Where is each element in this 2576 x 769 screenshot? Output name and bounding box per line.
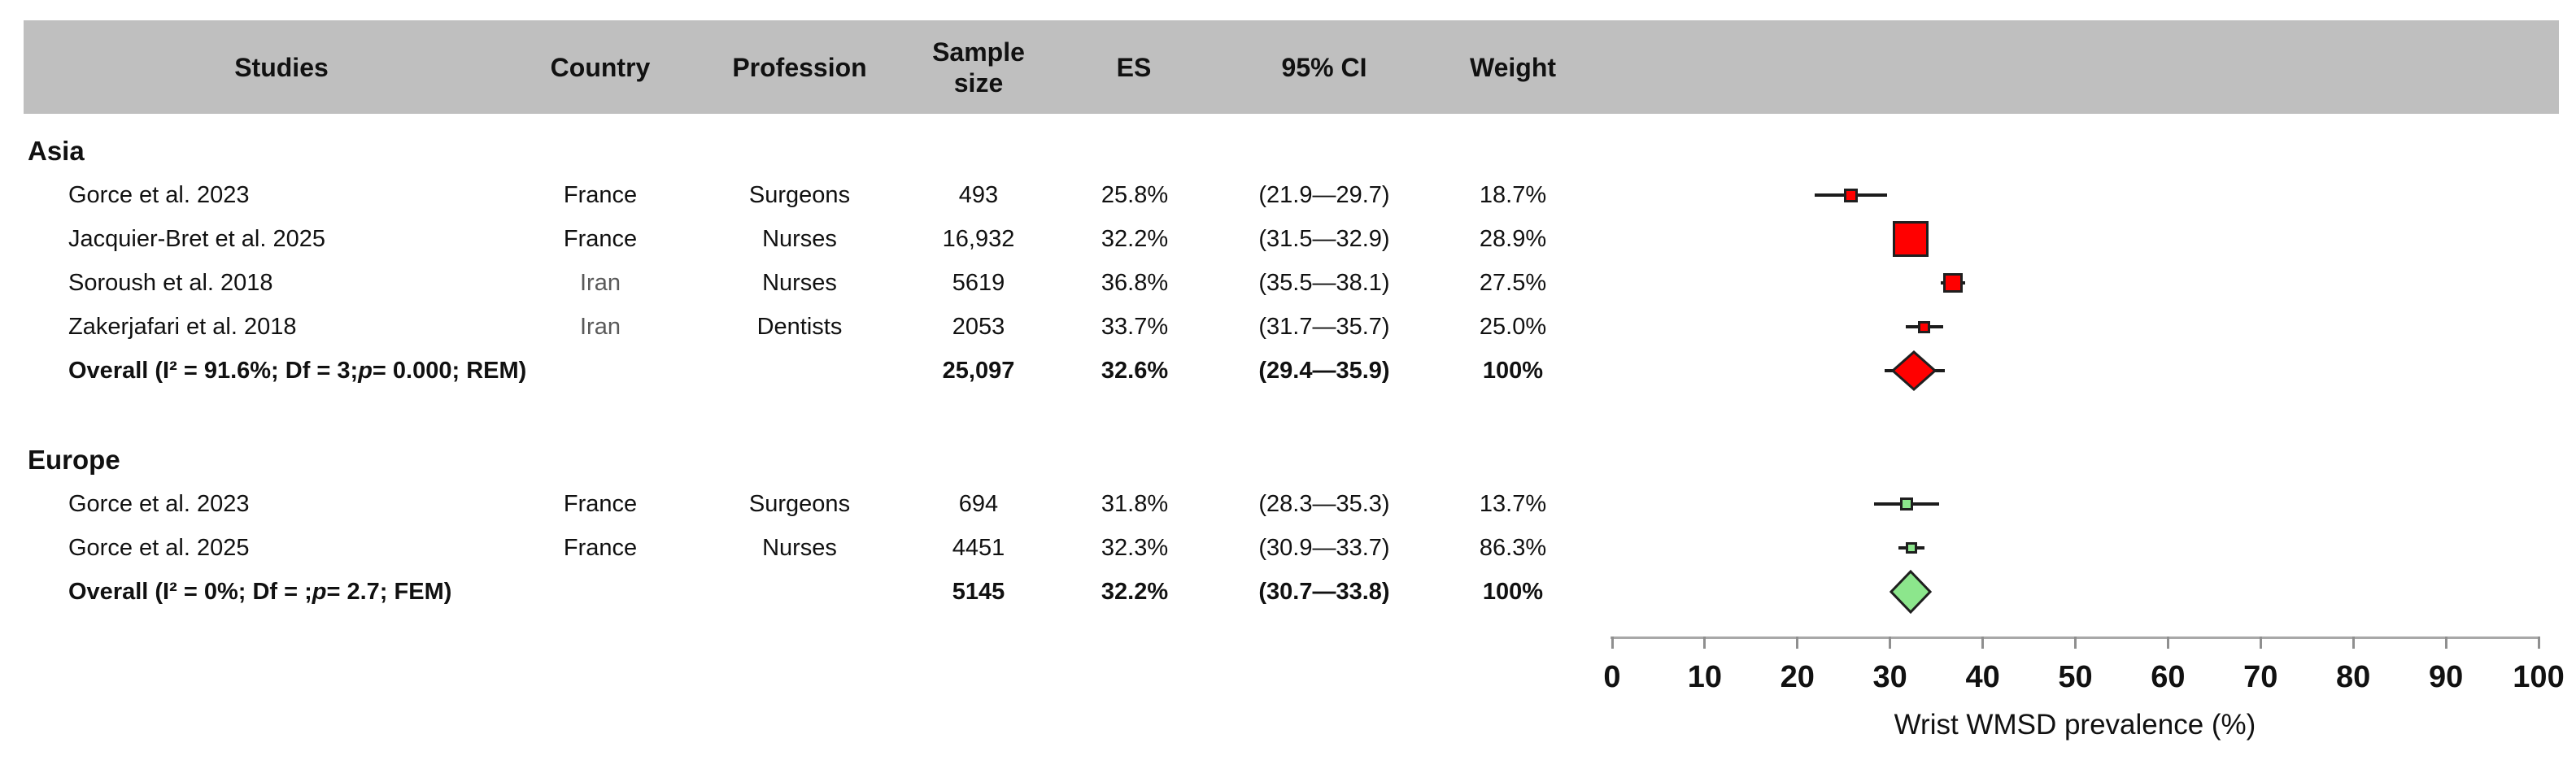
study-ci: (31.7—35.7) — [1258, 313, 1390, 340]
study-es: 32.3% — [1101, 534, 1169, 561]
study-ci: (30.9—33.7) — [1258, 534, 1390, 561]
overall-weight: 100% — [1482, 578, 1544, 605]
overall-diamond — [1889, 569, 1932, 618]
study-weight: 13.7% — [1479, 490, 1547, 517]
study-profession: Nurses — [762, 534, 837, 561]
axis-tick — [2259, 636, 2262, 649]
section-header: Asia — [28, 136, 85, 166]
effect-marker — [1905, 542, 1917, 554]
column-header-country: Country — [550, 52, 651, 82]
study-name: Jacquier-Bret et al. 2025 — [68, 225, 325, 252]
effect-marker — [1844, 188, 1859, 202]
column-header-weight: Weight — [1469, 52, 1557, 82]
study-name: Gorce et al. 2023 — [68, 490, 250, 517]
study-weight: 28.9% — [1479, 225, 1547, 252]
effect-marker — [1918, 320, 1931, 333]
column-header-ci: 95% CI — [1281, 52, 1367, 82]
axis-tick-label: 70 — [2243, 660, 2278, 694]
study-ci: (31.5—32.9) — [1258, 225, 1390, 252]
overall-diamond — [1891, 350, 1937, 395]
axis-tick — [2166, 636, 2169, 649]
effect-marker — [1900, 497, 1914, 510]
study-sample-size: 4451 — [952, 534, 1005, 561]
study-es: 33.7% — [1101, 313, 1169, 340]
axis-tick-label: 0 — [1603, 660, 1621, 694]
study-weight: 25.0% — [1479, 313, 1547, 340]
study-profession: Surgeons — [748, 490, 851, 517]
study-profession: Nurses — [762, 269, 837, 296]
study-sample-size: 16,932 — [942, 225, 1015, 252]
axis-tick — [1611, 636, 1614, 649]
axis-tick-label: 30 — [1872, 660, 1907, 694]
axis-tick — [1796, 636, 1799, 649]
study-name: Gorce et al. 2025 — [68, 534, 250, 561]
axis-tick — [2444, 636, 2447, 649]
study-ci: (21.9—29.7) — [1258, 181, 1390, 208]
effect-marker — [1943, 273, 1964, 293]
study-es: 32.2% — [1101, 225, 1169, 252]
axis-tick-label: 80 — [2336, 660, 2371, 694]
study-weight: 18.7% — [1479, 181, 1547, 208]
study-profession: Nurses — [762, 225, 837, 252]
study-ci: (28.3—35.3) — [1258, 490, 1390, 517]
overall-weight: 100% — [1482, 357, 1544, 384]
axis-tick-label: 100 — [2513, 660, 2565, 694]
axis-tick — [1889, 636, 1892, 649]
column-header-studies: Studies — [234, 52, 329, 82]
effect-marker — [1892, 221, 1929, 257]
axis-tick-label: 90 — [2428, 660, 2464, 694]
overall-sample-size: 25,097 — [942, 357, 1015, 384]
overall-sample-size: 5145 — [952, 578, 1005, 605]
study-es: 25.8% — [1101, 181, 1169, 208]
axis-tick-label: 60 — [2151, 660, 2186, 694]
study-weight: 86.3% — [1479, 534, 1547, 561]
overall-label: Overall (I² = 91.6%; Df = 3; p = 0.000; … — [68, 357, 527, 384]
axis-tick — [1981, 636, 1985, 649]
axis-tick — [2352, 636, 2355, 649]
section-header: Europe — [28, 445, 120, 475]
study-country: Iran — [580, 313, 621, 340]
study-country: France — [563, 225, 638, 252]
study-country: France — [563, 490, 638, 517]
axis-tick-label: 50 — [2058, 660, 2093, 694]
overall-label: Overall (I² = 0%; Df = ; p = 2.7; FEM) — [68, 578, 452, 605]
axis-tick — [2537, 636, 2540, 649]
study-sample-size: 694 — [958, 490, 999, 517]
study-sample-size: 5619 — [952, 269, 1005, 296]
study-sample-size: 2053 — [952, 313, 1005, 340]
study-ci: (35.5—38.1) — [1258, 269, 1390, 296]
table-header-bar — [24, 20, 2559, 114]
study-name: Zakerjafari et al. 2018 — [68, 313, 297, 340]
column-header-es: ES — [1116, 52, 1152, 82]
axis-tick — [2074, 636, 2077, 649]
study-profession: Dentists — [756, 313, 843, 340]
study-country: Iran — [580, 269, 621, 296]
column-header-sample-size: Sample size — [932, 37, 1025, 98]
axis-tick-label: 20 — [1780, 660, 1815, 694]
overall-es: 32.2% — [1101, 578, 1169, 605]
axis-tick-label: 10 — [1687, 660, 1723, 694]
x-axis-title: Wrist WMSD prevalence (%) — [1894, 709, 2256, 741]
overall-ci: (30.7—33.8) — [1258, 578, 1390, 605]
study-country: France — [563, 534, 638, 561]
study-sample-size: 493 — [958, 181, 999, 208]
column-header-profession: Profession — [732, 52, 867, 82]
overall-ci: (29.4—35.9) — [1258, 357, 1390, 384]
study-es: 31.8% — [1101, 490, 1169, 517]
study-weight: 27.5% — [1479, 269, 1547, 296]
axis-tick — [1703, 636, 1706, 649]
study-name: Gorce et al. 2023 — [68, 181, 250, 208]
axis-tick-label: 40 — [1965, 660, 2000, 694]
study-profession: Surgeons — [748, 181, 851, 208]
study-es: 36.8% — [1101, 269, 1169, 296]
study-country: France — [563, 181, 638, 208]
overall-es: 32.6% — [1101, 357, 1169, 384]
study-name: Soroush et al. 2018 — [68, 269, 273, 296]
